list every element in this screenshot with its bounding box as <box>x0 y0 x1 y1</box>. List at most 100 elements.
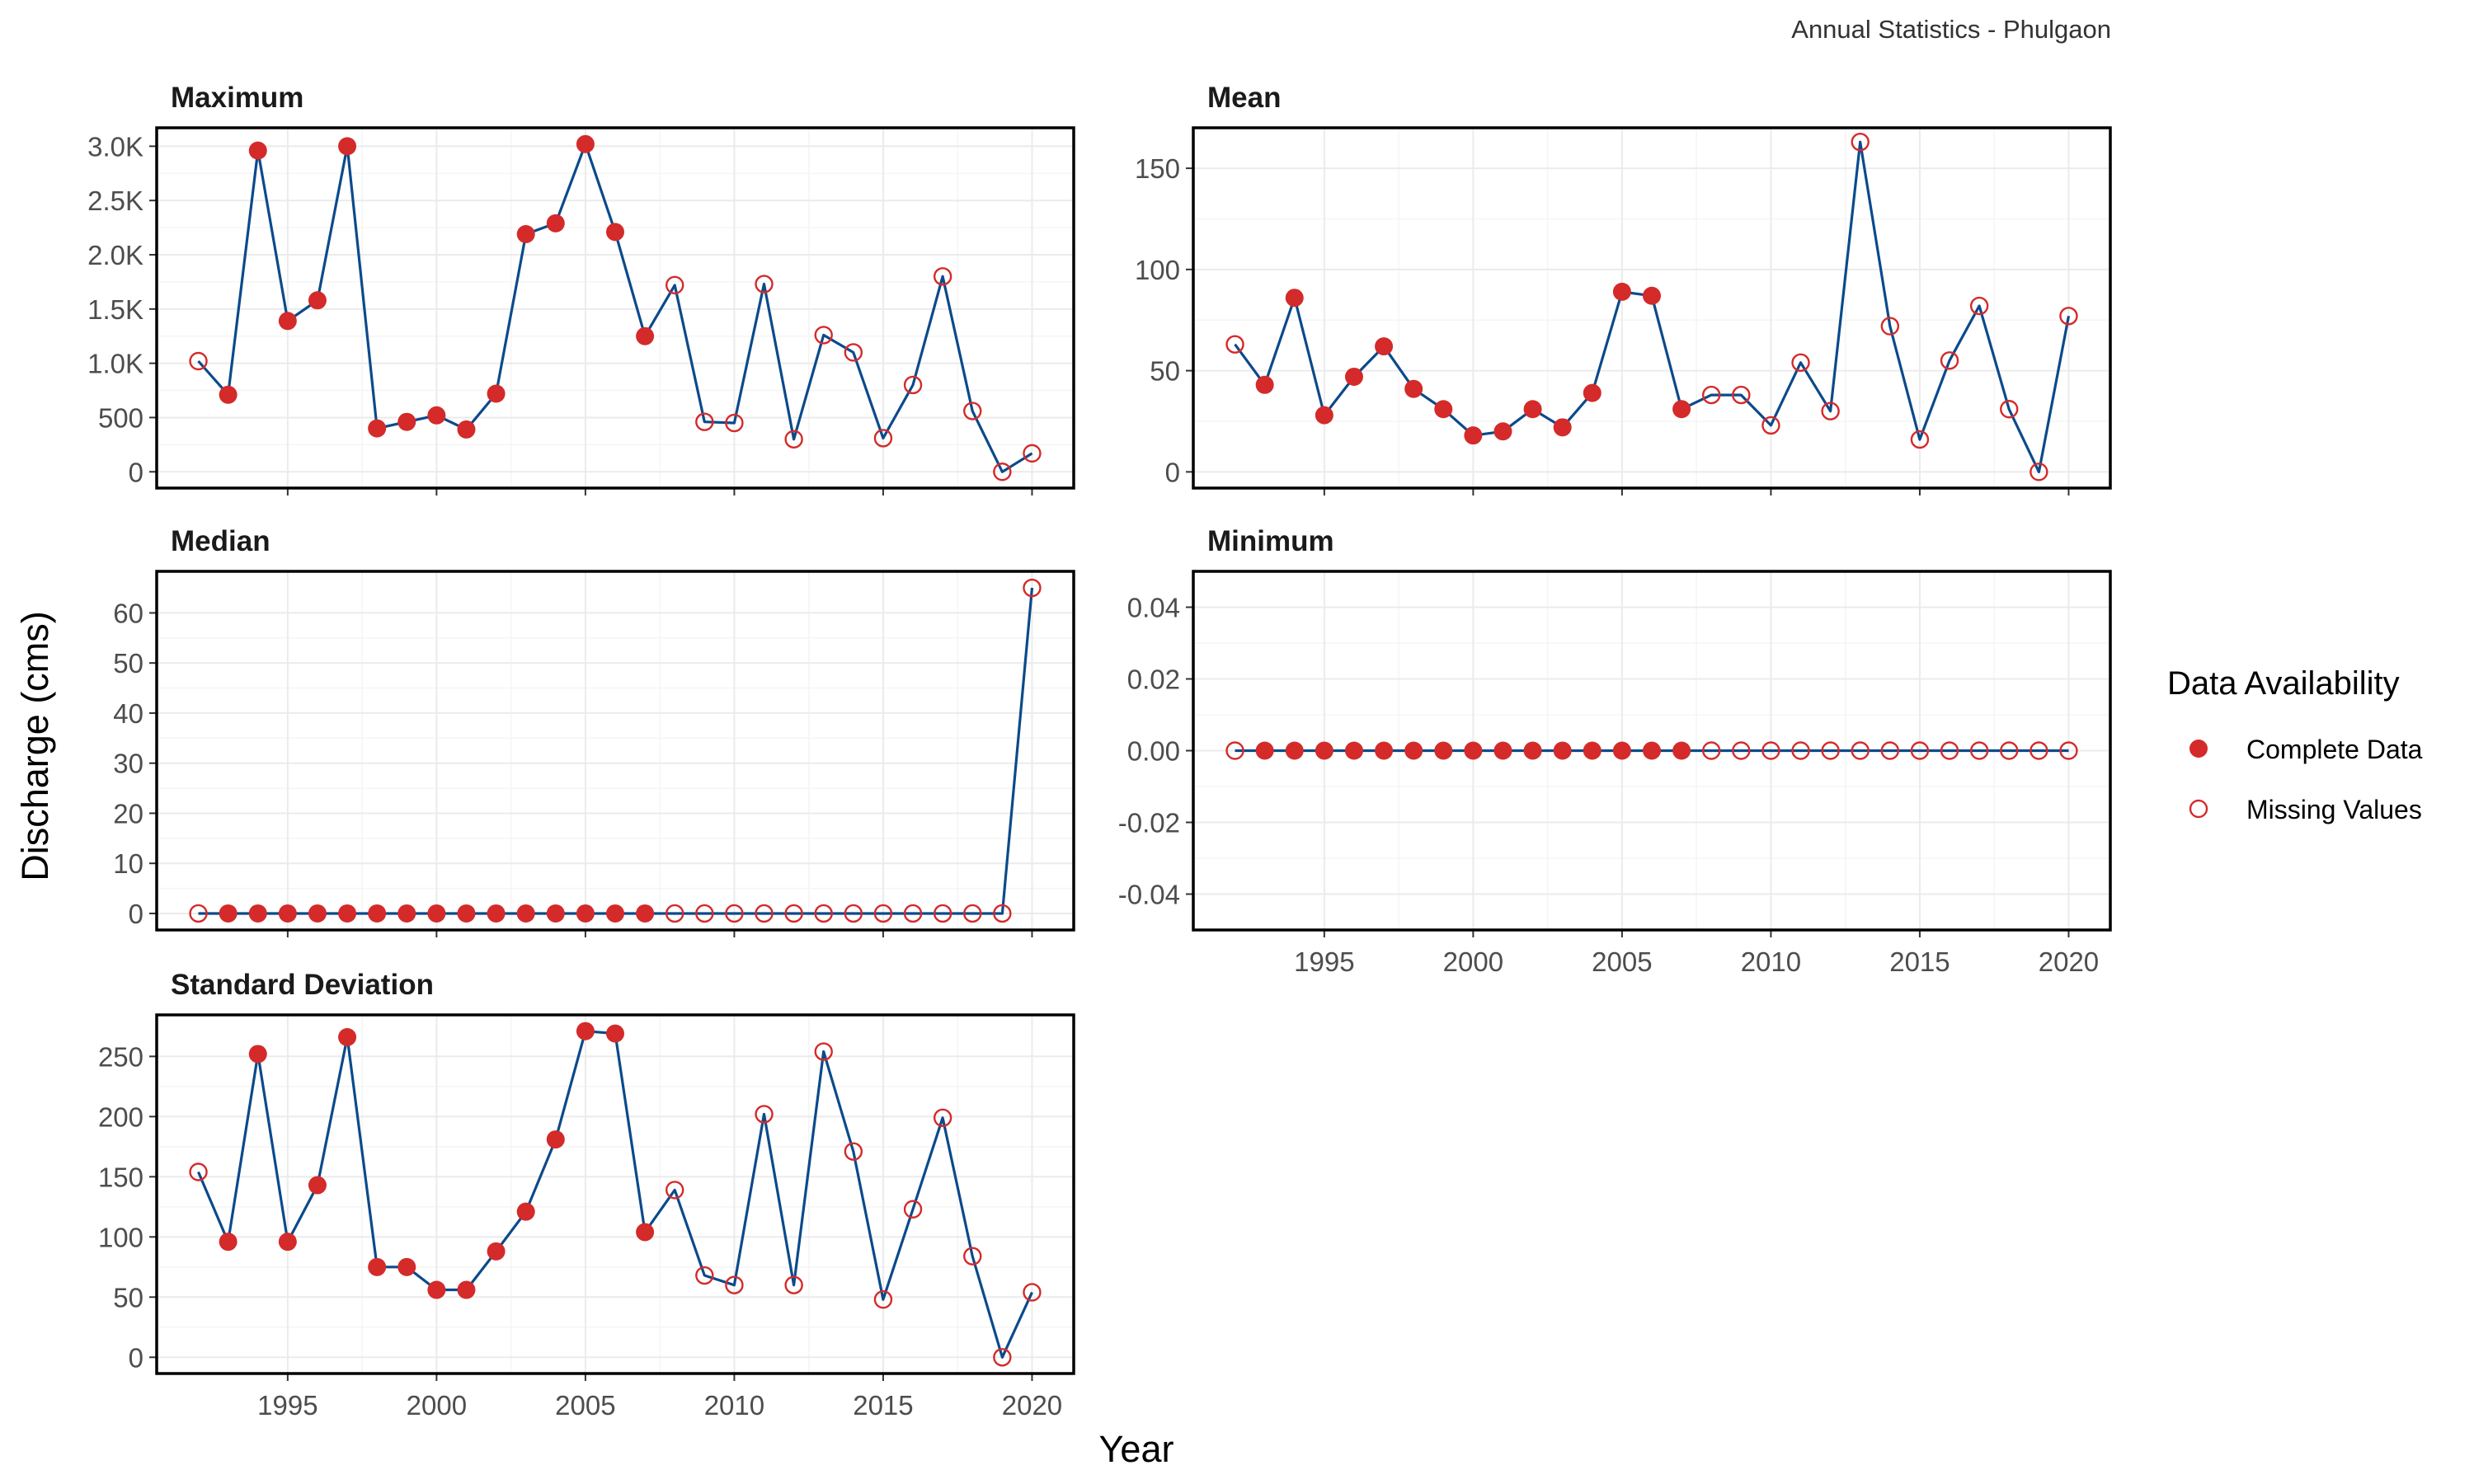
y-tick-label: 2.0K <box>87 240 143 270</box>
y-tick-label: 0 <box>1165 457 1180 487</box>
x-tick-label: 1995 <box>1294 946 1354 977</box>
data-point-missing <box>2030 463 2048 481</box>
x-tick-label: 2000 <box>1443 946 1503 977</box>
x-tick-label: 2010 <box>1741 946 1801 977</box>
data-point-missing <box>755 275 774 294</box>
data-point-complete <box>636 1223 655 1242</box>
data-point-complete <box>397 1257 416 1276</box>
x-tick-label: 2020 <box>1002 1390 1062 1421</box>
data-point-missing <box>2000 400 2019 419</box>
data-point-complete <box>338 904 357 923</box>
data-point-complete <box>1583 741 1602 760</box>
data-point-complete <box>308 291 327 310</box>
panel-border <box>155 570 1075 932</box>
data-point-missing <box>725 413 744 433</box>
data-point-complete <box>516 904 535 923</box>
data-point-complete <box>487 384 506 403</box>
data-point-complete <box>1583 383 1602 402</box>
data-point-complete <box>278 904 297 923</box>
data-point-complete <box>1523 741 1542 760</box>
y-tick-label: 30 <box>113 749 143 779</box>
data-point-complete <box>1612 282 1631 301</box>
data-point-complete <box>427 406 446 425</box>
data-point-complete <box>1464 426 1483 445</box>
data-point-missing <box>1023 444 1042 463</box>
y-tick-label: 50 <box>113 1282 143 1313</box>
data-point-missing <box>189 1162 208 1181</box>
data-point-complete <box>516 1202 535 1221</box>
y-axis-title: Discharge (cms) <box>14 611 56 881</box>
series-line <box>1234 140 2071 474</box>
data-point-missing <box>1023 1283 1042 1302</box>
panel-title: Maximum <box>171 82 303 114</box>
x-tick-label: 1995 <box>257 1390 317 1421</box>
panel-title: Mean <box>1207 82 1281 114</box>
data-point-complete <box>1523 400 1542 419</box>
data-point-complete <box>636 904 655 923</box>
data-point-missing <box>1910 741 1930 760</box>
data-point-complete <box>546 214 565 232</box>
data-point-missing <box>695 1266 714 1285</box>
y-tick-label: 60 <box>113 598 143 628</box>
data-point-missing <box>1851 132 1870 152</box>
data-point-missing <box>1851 741 1870 760</box>
data-point-missing <box>666 1181 684 1200</box>
data-point-complete <box>219 385 238 404</box>
data-point-complete <box>516 224 535 243</box>
data-point-missing <box>1225 741 1244 760</box>
panel-1: 0 500 1.0K 1.5K 2.0K 2.5K 3.0K Maximum <box>87 82 1075 495</box>
y-tick-label: 0.02 <box>1127 665 1180 695</box>
data-point-missing <box>1969 296 1989 316</box>
data-point-complete <box>1344 367 1363 386</box>
data-point-complete <box>427 904 446 923</box>
data-point-missing <box>666 904 684 923</box>
data-point-missing <box>1702 741 1721 760</box>
data-point-missing <box>2059 741 2078 760</box>
data-point-missing <box>189 904 208 923</box>
data-point-missing <box>189 351 208 371</box>
data-point-missing <box>725 1275 744 1294</box>
data-point-complete <box>278 1233 297 1252</box>
data-point-missing <box>1702 385 1721 405</box>
data-point-missing <box>2059 307 2078 326</box>
data-point-missing <box>1880 741 1900 760</box>
y-tick-label: 150 <box>98 1162 143 1192</box>
y-tick-label: 50 <box>113 648 143 679</box>
data-point-missing <box>903 904 923 923</box>
data-point-missing <box>725 904 744 923</box>
figure-caption: Annual Statistics - Phulgaon <box>1791 15 2111 44</box>
data-point-missing <box>1821 402 1840 420</box>
data-point-complete <box>576 134 595 153</box>
data-point-complete <box>1285 289 1304 308</box>
panel-5: 0 50 100 150 200 250 1995 2000 2005 2010 2015 2020 S… <box>98 969 1075 1421</box>
data-point-missing <box>695 904 714 923</box>
y-tick-label: 50 <box>1150 356 1180 387</box>
data-point-complete <box>308 1176 327 1195</box>
data-point-missing <box>873 1290 893 1309</box>
data-point-missing <box>873 904 893 923</box>
data-point-complete <box>308 904 327 923</box>
y-tick-label: 2.5K <box>87 186 143 216</box>
y-tick-label: 0.04 <box>1127 593 1180 623</box>
data-point-missing <box>1940 351 1959 370</box>
data-point-complete <box>457 904 476 923</box>
data-point-missing <box>784 904 803 923</box>
data-point-complete <box>1375 741 1394 760</box>
y-tick-label: 0.00 <box>1127 736 1180 767</box>
data-point-missing <box>784 430 803 448</box>
data-point-complete <box>1672 400 1691 419</box>
panel-border <box>1192 570 2112 932</box>
y-tick-label: 100 <box>1135 255 1180 285</box>
x-tick-label: 2000 <box>407 1390 467 1421</box>
panel-title: Median <box>171 525 270 557</box>
data-point-missing <box>1969 741 1989 760</box>
data-point-missing <box>1791 741 1810 760</box>
y-tick-label: -0.02 <box>1118 808 1180 838</box>
data-point-complete <box>606 223 624 242</box>
data-point-complete <box>1404 741 1423 760</box>
y-tick-label: 250 <box>98 1041 143 1072</box>
y-tick-label: 0 <box>129 1342 143 1373</box>
x-tick-label: 2015 <box>853 1390 913 1421</box>
data-point-complete <box>1493 422 1512 441</box>
y-tick-label: 40 <box>113 698 143 729</box>
